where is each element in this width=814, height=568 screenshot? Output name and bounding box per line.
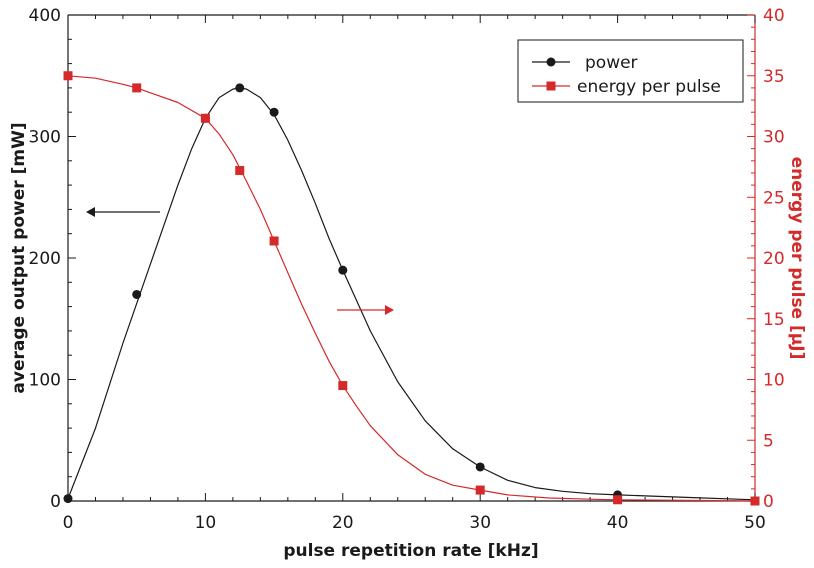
y-left-tick-label: 100	[29, 371, 61, 391]
data-point-energy	[235, 166, 245, 176]
data-point-power	[63, 494, 73, 504]
y-left-tick-label: 400	[29, 6, 61, 26]
legend-box	[517, 39, 744, 103]
data-point-energy	[63, 71, 73, 81]
legend: power energy per pulse	[517, 39, 744, 103]
data-point-energy	[200, 113, 210, 123]
data-point-energy	[475, 485, 485, 495]
data-point-power	[269, 107, 279, 117]
data-point-power	[132, 289, 142, 299]
y-left-tick-label: 0	[50, 492, 61, 512]
y-right-tick-label: 0	[763, 492, 774, 512]
y-right-tick-label: 30	[763, 128, 785, 148]
series-markers	[63, 71, 760, 506]
right-axis-arrow	[337, 305, 394, 315]
y-left-tick-label: 300	[29, 128, 61, 148]
data-point-power	[475, 462, 485, 472]
legend-marker-energy	[546, 81, 556, 91]
legend-label-power: power	[585, 53, 638, 73]
data-point-energy	[750, 496, 760, 506]
y-right-tick-label: 35	[763, 67, 785, 87]
y-axis-left-title: average output power [mW]	[9, 122, 29, 393]
series-line-1	[67, 75, 756, 502]
data-point-power	[235, 83, 245, 93]
x-tick-label: 30	[469, 513, 491, 533]
series-line-0	[67, 87, 756, 501]
data-point-energy	[338, 381, 348, 391]
legend-marker-power	[546, 57, 556, 67]
x-tick-label: 40	[607, 513, 629, 533]
legend-label-energy: energy per pulse	[577, 77, 721, 97]
y-right-tick-label: 15	[763, 310, 785, 330]
left-axis-arrow	[86, 207, 160, 217]
x-tick-label: 0	[63, 513, 74, 533]
y-right-tick-label: 10	[763, 371, 785, 391]
x-axis-title: pulse repetition rate [kHz]	[283, 541, 538, 561]
x-tick-label: 50	[744, 513, 766, 533]
data-point-energy	[613, 495, 623, 505]
y-right-tick-label: 20	[763, 249, 785, 269]
x-tick-label: 20	[332, 513, 354, 533]
y-right-tick-label: 25	[763, 188, 785, 208]
y-left-tick-label: 200	[29, 249, 61, 269]
y-right-tick-label: 5	[763, 431, 774, 451]
y-right-tick-label: 40	[763, 6, 785, 26]
series-lines	[67, 75, 756, 502]
data-point-energy	[132, 83, 142, 93]
data-point-power	[338, 265, 348, 275]
y-axis-right-title: energy per pulse [μJ]	[787, 157, 807, 360]
data-point-energy	[269, 236, 279, 246]
x-tick-label: 10	[195, 513, 217, 533]
